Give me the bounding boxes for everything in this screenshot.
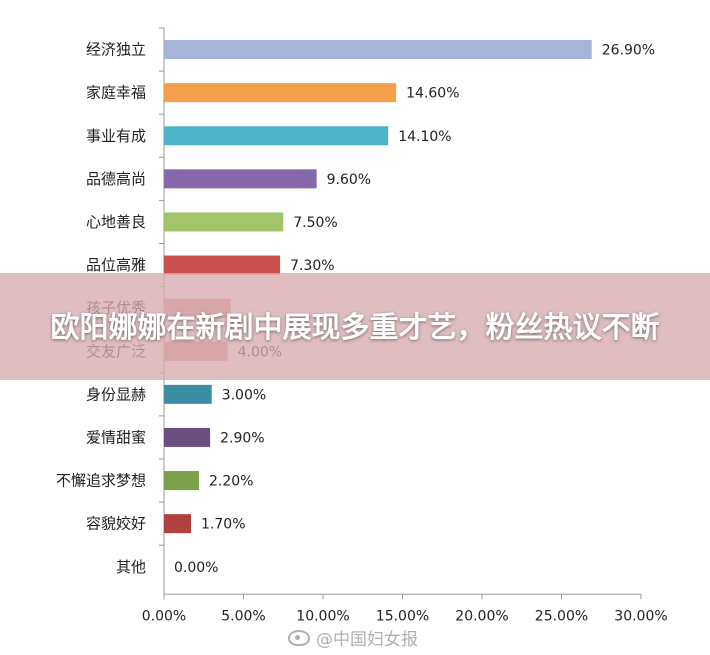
bar — [164, 255, 281, 275]
bar — [164, 384, 212, 404]
value-label: 7.30% — [290, 258, 334, 274]
value-label: 26.90% — [602, 43, 655, 59]
watermark: @中国妇女报 — [288, 625, 418, 650]
category-label: 容貌姣好 — [86, 515, 146, 533]
x-tick-label: 25.00% — [535, 608, 588, 624]
category-label: 爱情甜蜜 — [86, 428, 146, 446]
bar — [164, 169, 317, 189]
x-tick-label: 0.00% — [142, 608, 186, 624]
bar — [164, 212, 284, 232]
bar — [164, 514, 192, 534]
value-label: 14.10% — [398, 129, 451, 145]
value-label: 3.00% — [222, 387, 266, 403]
category-label: 经济独立 — [86, 41, 146, 59]
category-label: 品德高尚 — [86, 170, 146, 188]
value-label: 7.50% — [293, 215, 337, 231]
bar — [164, 83, 397, 103]
weibo-icon — [288, 629, 310, 646]
x-tick-label: 30.00% — [614, 608, 667, 624]
value-label: 2.90% — [220, 430, 264, 446]
category-label: 身份显赫 — [86, 385, 146, 403]
x-tick-label: 10.00% — [296, 608, 349, 624]
value-label: 0.00% — [174, 560, 218, 576]
category-label: 家庭幸福 — [86, 84, 146, 102]
x-tick-label: 20.00% — [455, 608, 508, 624]
watermark-text: @中国妇女报 — [316, 630, 418, 650]
category-label: 事业有成 — [86, 127, 146, 145]
x-tick-label: 15.00% — [376, 608, 429, 624]
bar — [164, 427, 211, 447]
category-label: 其他 — [116, 558, 146, 576]
category-label: 心地善良 — [86, 213, 146, 231]
x-tick-label: 5.00% — [221, 608, 265, 624]
value-label: 2.20% — [209, 474, 253, 490]
headline-banner: 欧阳娜娜在新剧中展现多重才艺，粉丝热议不断 — [0, 273, 710, 380]
bar — [164, 471, 199, 491]
value-label: 1.70% — [201, 517, 245, 533]
bar — [164, 126, 389, 146]
headline: 欧阳娜娜在新剧中展现多重才艺，粉丝热议不断 — [50, 309, 660, 344]
category-label: 不懈追求梦想 — [56, 472, 146, 490]
bar — [164, 40, 592, 60]
category-label: 品位高雅 — [86, 256, 146, 274]
value-label: 9.60% — [327, 172, 371, 188]
value-label: 14.60% — [406, 86, 459, 102]
